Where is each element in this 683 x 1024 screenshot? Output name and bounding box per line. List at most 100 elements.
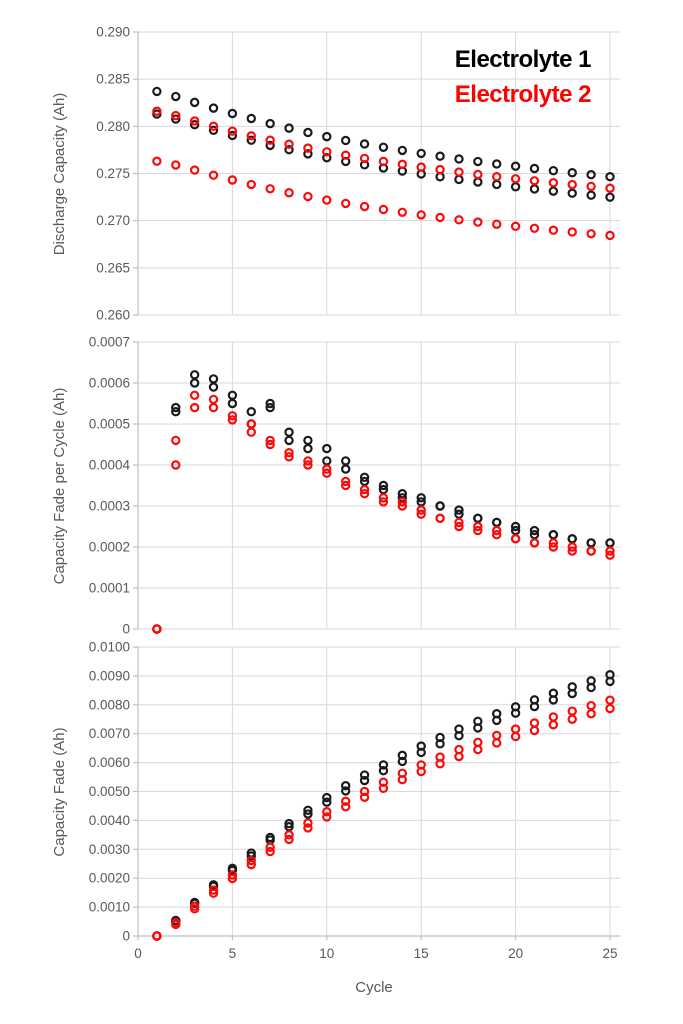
data-point-electrolyte-2-cell-2 [322,195,332,205]
data-point-electrolyte-1-cell-2 [303,809,313,819]
data-point-electrolyte-2-cell-2 [378,783,389,794]
data-point-electrolyte-1-cell-2 [378,765,389,776]
data-point-electrolyte-2-cell-1 [605,183,615,193]
y-tick-label: 0.275 [96,166,130,181]
data-point-electrolyte-2-cell-2 [548,225,559,235]
data-point-electrolyte-1-cell-2 [510,708,521,718]
data-point-electrolyte-2-cell-2 [340,198,351,209]
data-point-electrolyte-2-cell-1 [567,542,577,552]
data-point-electrolyte-2-cell-2 [605,550,615,560]
data-point-electrolyte-2-cell-1 [265,842,275,852]
data-point-electrolyte-2-cell-2 [397,501,408,511]
data-point-electrolyte-2-cell-1 [359,484,370,495]
data-point-electrolyte-2-cell-2 [359,489,370,499]
data-point-electrolyte-2-cell-2 [284,188,294,198]
data-point-electrolyte-1-cell-2 [586,538,596,548]
y-tick-label: 0.285 [96,72,130,87]
data-point-electrolyte-2-cell-2 [171,919,181,930]
data-point-electrolyte-1-cell-2 [340,786,351,796]
data-point-electrolyte-1-cell-1 [152,86,162,97]
data-point-electrolyte-2-cell-1 [378,156,389,167]
data-point-electrolyte-1-cell-2 [303,149,313,159]
data-point-electrolyte-2-cell-2 [359,792,370,802]
data-point-electrolyte-1-cell-2 [605,676,615,687]
data-point-electrolyte-1-cell-2 [171,114,181,124]
data-point-electrolyte-2-cell-2 [171,460,181,470]
data-point-electrolyte-2-cell-2 [397,774,408,785]
y-axis-title-capacity-fade-per-cycle: Capacity Fade per Cycle (Ah) [51,388,68,585]
data-point-electrolyte-1-cell-2 [548,530,559,540]
data-point-electrolyte-2-cell-2 [378,204,389,215]
y-tick-label: 0.0040 [89,813,130,828]
data-point-electrolyte-2-cell-1 [567,706,577,716]
data-point-electrolyte-2-cell-2 [303,191,313,202]
x-tick-label: 20 [508,946,523,961]
data-point-electrolyte-1-cell-1 [340,456,351,466]
y-tick-label: 0.0004 [89,458,131,473]
data-point-electrolyte-1-cell-1 [265,118,275,129]
data-point-electrolyte-1-cell-1 [359,139,370,149]
data-point-electrolyte-2-cell-1 [605,546,615,556]
y-tick-label: 0.0003 [89,499,130,514]
data-point-electrolyte-2-cell-2 [586,709,596,719]
data-point-electrolyte-1-cell-2 [435,501,445,511]
data-point-electrolyte-1-cell-1 [359,472,370,482]
legend-electrolyte-2: Electrolyte 2 [454,81,592,108]
y-tick-label: 0.0090 [89,668,130,683]
data-point-electrolyte-2-cell-1 [454,167,464,177]
data-point-electrolyte-2-cell-1 [529,176,540,186]
data-point-electrolyte-1-cell-1 [322,792,332,803]
y-tick-label: 0.270 [96,213,130,228]
data-point-electrolyte-1-cell-1 [340,781,351,791]
y-tick-label: 0.260 [96,308,130,323]
data-point-electrolyte-2-cell-2 [171,160,181,170]
data-point-electrolyte-2-cell-2 [397,207,408,217]
data-point-electrolyte-2-cell-2 [586,546,596,556]
data-point-electrolyte-1-cell-1 [340,135,351,146]
data-point-electrolyte-2-cell-1 [567,179,577,190]
data-point-electrolyte-2-cell-2 [246,859,256,870]
y-tick-label: 0.265 [96,260,130,275]
data-point-electrolyte-2-cell-2 [492,738,502,748]
data-point-electrolyte-1-cell-2 [284,435,294,446]
data-point-electrolyte-1-cell-2 [567,688,577,699]
data-point-electrolyte-2-cell-2 [529,725,540,736]
data-point-electrolyte-1-cell-1 [605,172,615,182]
y-tick-label: 0.0050 [89,784,130,799]
data-point-electrolyte-2-cell-1 [378,493,389,503]
data-point-electrolyte-1-cell-2 [227,398,238,409]
data-point-electrolyte-2-cell-1 [378,777,389,787]
y-tick-label: 0.0001 [89,581,130,596]
data-point-electrolyte-2-cell-1 [246,131,256,141]
data-point-electrolyte-2-cell-1 [492,525,502,536]
data-point-electrolyte-2-cell-2 [227,415,238,425]
data-point-electrolyte-2-cell-1 [171,435,181,446]
data-point-electrolyte-1-cell-1 [378,480,389,491]
legend-electrolyte-1: Electrolyte 1 [454,46,592,73]
data-point-electrolyte-2-cell-2 [246,427,256,437]
data-point-electrolyte-2-cell-2 [340,802,351,812]
data-point-electrolyte-2-cell-1 [227,411,238,421]
data-point-electrolyte-2-cell-1 [303,456,313,466]
data-point-electrolyte-1-cell-2 [208,382,219,392]
data-point-electrolyte-2-cell-2 [152,156,162,166]
data-point-electrolyte-2-cell-2 [265,846,275,857]
data-point-electrolyte-2-cell-2 [189,904,200,914]
data-point-electrolyte-2-cell-1 [171,110,181,121]
data-point-electrolyte-2-cell-2 [208,402,219,413]
data-point-electrolyte-1-cell-1 [567,168,577,178]
data-point-electrolyte-2-cell-1 [340,796,351,807]
data-point-electrolyte-2-cell-2 [284,834,294,845]
data-point-electrolyte-2-cell-1 [189,116,200,126]
y-tick-label: 0.0010 [89,900,130,915]
data-point-electrolyte-2-cell-2 [152,931,162,941]
data-point-electrolyte-1-cell-2 [605,192,615,202]
data-point-electrolyte-2-cell-1 [473,737,483,748]
y-tick-label: 0.0007 [89,335,130,350]
data-point-electrolyte-2-cell-2 [605,703,615,714]
data-point-electrolyte-1-cell-1 [208,374,219,384]
data-point-electrolyte-1-cell-2 [548,186,559,196]
data-point-electrolyte-1-cell-1 [208,103,219,113]
data-point-electrolyte-2-cell-2 [529,223,540,234]
